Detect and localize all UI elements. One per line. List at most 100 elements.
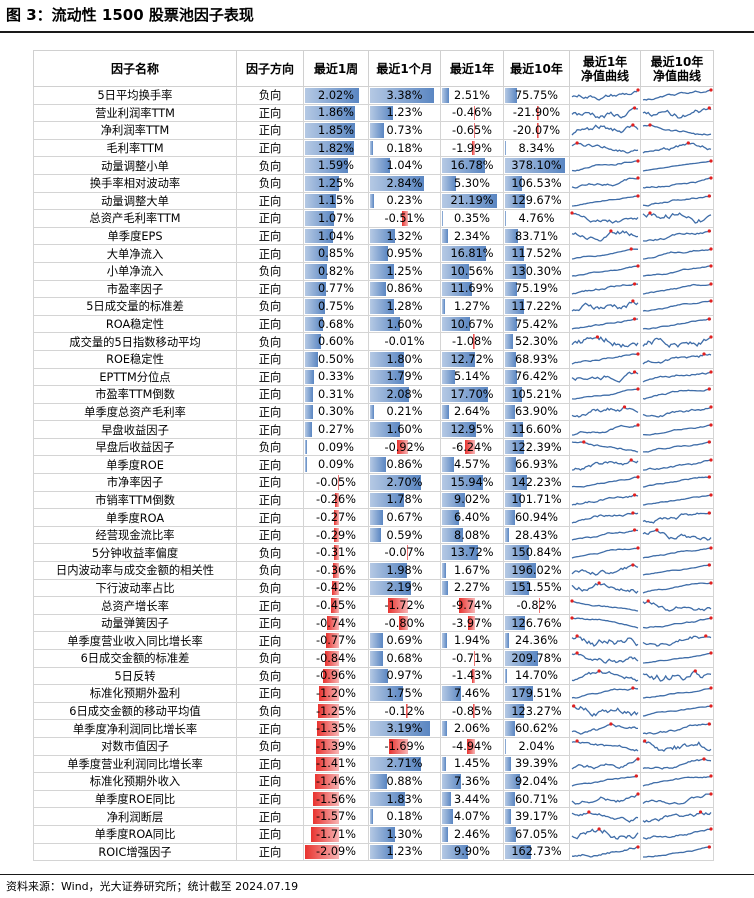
sparkline-path bbox=[571, 846, 639, 858]
databar bbox=[310, 826, 339, 842]
sparkline-max-marker bbox=[636, 176, 640, 180]
return-value: 106.53% bbox=[511, 176, 562, 190]
databar bbox=[370, 844, 394, 860]
sparkline-path bbox=[642, 318, 712, 330]
sparkline-max-marker bbox=[646, 598, 650, 603]
factor-name: 标准化预期外盈利 bbox=[33, 684, 237, 703]
databar bbox=[305, 211, 334, 226]
factor-direction: 正向 bbox=[236, 596, 304, 615]
return-cell-y10: 378.10% bbox=[503, 156, 570, 175]
databar bbox=[442, 580, 448, 596]
return-cell-y10: -21.90% bbox=[503, 103, 570, 123]
databar bbox=[505, 738, 506, 754]
sparkline-chart bbox=[642, 247, 713, 260]
return-value: -0.74% bbox=[316, 616, 356, 630]
return-cell-y10: 122.39% bbox=[503, 437, 570, 457]
return-value: 142.23% bbox=[511, 475, 562, 489]
sparkline-path bbox=[571, 318, 639, 330]
databar bbox=[537, 123, 540, 138]
return-cell-y1: 2.34% bbox=[440, 226, 504, 246]
table-row: ROA稳定性 正向 0.68% 1.60% 10.67% 75.42% bbox=[33, 314, 714, 334]
return-cell-y1: 2.51% bbox=[440, 86, 504, 105]
sparkline-max-marker bbox=[709, 616, 713, 620]
databar bbox=[323, 668, 339, 684]
sparkline-chart bbox=[642, 686, 713, 700]
databar bbox=[331, 580, 339, 596]
return-cell-y10: 83.71% bbox=[503, 226, 570, 246]
return-cell-y10: 4.76% bbox=[503, 209, 570, 228]
factor-direction: 正向 bbox=[236, 525, 304, 545]
return-cell-m1: -0.01% bbox=[368, 332, 441, 351]
sparkline-max-marker bbox=[709, 282, 713, 286]
return-cell-y1: -4.94% bbox=[440, 736, 504, 756]
sparkline-max-marker bbox=[582, 440, 586, 444]
return-cell-m1: 1.79% bbox=[368, 367, 441, 387]
return-value: 12.95% bbox=[450, 423, 494, 437]
databar bbox=[442, 316, 470, 332]
return-value: -0.85% bbox=[452, 704, 492, 718]
return-cell-y1: 10.67% bbox=[440, 314, 504, 334]
databar bbox=[505, 281, 517, 297]
table-row: 5分钟收益率偏度 负向 -0.31% -0.07% 13.72% 150.84% bbox=[33, 543, 714, 563]
databar bbox=[370, 721, 431, 736]
databar bbox=[305, 228, 333, 244]
sparkline-chart bbox=[571, 264, 640, 277]
return-cell-m1: 1.30% bbox=[368, 824, 441, 844]
factor-name: 动量调整小单 bbox=[33, 156, 237, 175]
return-cell-y1: 11.69% bbox=[440, 279, 504, 299]
return-cell-y1: 13.72% bbox=[440, 543, 504, 563]
return-value: 83.71% bbox=[514, 229, 559, 243]
return-cell-w1: -1.39% bbox=[303, 736, 369, 756]
databar bbox=[325, 651, 339, 666]
return-value: 162.73% bbox=[511, 845, 562, 859]
return-value: -0.26% bbox=[316, 493, 356, 507]
return-value: 1.30% bbox=[386, 827, 423, 841]
nav-curve-10y bbox=[640, 473, 714, 492]
sparkline-chart bbox=[571, 123, 639, 136]
factor-name: 6日成交金额的标准差 bbox=[33, 649, 237, 668]
return-cell-w1: 1.82% bbox=[303, 138, 369, 158]
factor-name: 下行波动率占比 bbox=[33, 578, 237, 598]
return-value: 0.09% bbox=[318, 458, 354, 472]
databar bbox=[442, 756, 446, 772]
databar bbox=[305, 316, 324, 332]
return-cell-y10: 75.19% bbox=[503, 279, 570, 299]
sparkline-chart bbox=[642, 123, 712, 137]
nav-curve-10y bbox=[640, 842, 714, 862]
return-cell-m1: 1.60% bbox=[368, 420, 441, 439]
sparkline-chart bbox=[642, 335, 713, 348]
return-cell-y1: 1.94% bbox=[440, 631, 504, 650]
factor-name: 成交量的5日指数移动平均 bbox=[33, 332, 237, 351]
factor-direction: 正向 bbox=[236, 349, 304, 369]
nav-curve-1y bbox=[569, 613, 641, 633]
return-cell-w1: 0.77% bbox=[303, 279, 369, 299]
sparkline-max-marker bbox=[709, 159, 713, 163]
sparkline-max-marker bbox=[707, 475, 711, 479]
return-cell-m1: 0.21% bbox=[368, 402, 441, 422]
return-cell-y1: 1.45% bbox=[440, 754, 504, 774]
table-row: 总资产毛利率TTM 正向 1.07% -0.51% 0.35% 4.76% bbox=[33, 209, 714, 228]
return-value: 7.36% bbox=[454, 774, 490, 788]
factor-direction: 正向 bbox=[236, 508, 304, 527]
table-row: 6日成交金额的标准差 负向 -0.84% 0.68% -0.71% 209.78% bbox=[33, 649, 714, 668]
return-value: 39.17% bbox=[514, 810, 559, 824]
sparkline-max-marker bbox=[634, 774, 638, 779]
databar bbox=[398, 615, 408, 631]
return-value: 10.56% bbox=[450, 264, 494, 278]
sparkline-chart bbox=[642, 493, 713, 506]
return-cell-y1: -0.71% bbox=[440, 649, 504, 668]
return-value: -0.36% bbox=[316, 563, 356, 577]
sparkline-max-marker bbox=[631, 123, 635, 128]
sparkline-chart bbox=[571, 493, 639, 506]
sparkline-path bbox=[571, 529, 639, 541]
nav-curve-10y bbox=[640, 103, 714, 123]
table-row: 单季度ROE 正向 0.09% 0.86% 4.57% 66.93% bbox=[33, 455, 714, 475]
databar bbox=[370, 492, 404, 508]
sparkline-chart bbox=[642, 581, 713, 594]
return-cell-y1: -0.85% bbox=[440, 701, 504, 721]
table-row: 动量调整小单 负向 1.59% 1.04% 16.78% 378.10% bbox=[33, 156, 714, 175]
return-value: 75.75% bbox=[514, 88, 559, 102]
return-cell-y1: 7.46% bbox=[440, 684, 504, 703]
return-value: 0.95% bbox=[386, 247, 423, 261]
nav-curve-10y bbox=[640, 807, 714, 826]
